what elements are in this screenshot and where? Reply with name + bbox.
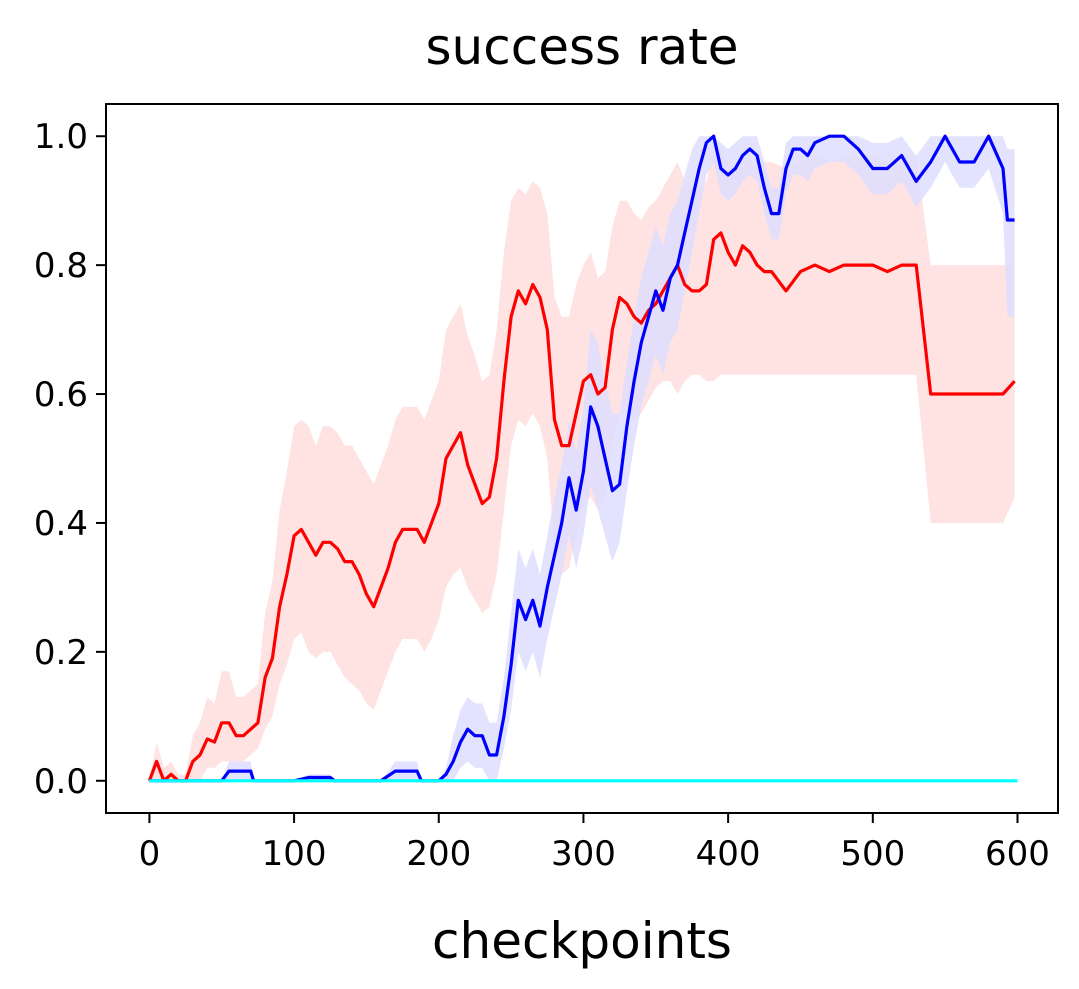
x-tick-label: 0 xyxy=(139,834,161,874)
series-0-line xyxy=(147,231,1016,783)
chart-title: success rate xyxy=(425,18,738,76)
x-tick-label: 100 xyxy=(262,834,327,874)
x-tick-label: 500 xyxy=(840,834,905,874)
x-tick-label: 400 xyxy=(696,834,761,874)
series-1-line xyxy=(149,134,1015,783)
series-lines xyxy=(147,134,1018,783)
confidence-bands xyxy=(149,136,1015,781)
y-tick-label: 0.4 xyxy=(34,504,88,544)
x-tick-label: 600 xyxy=(985,834,1050,874)
x-axis-label: checkpoints xyxy=(432,912,732,970)
y-tick-label: 0.8 xyxy=(34,246,88,286)
plot-frame xyxy=(105,103,1059,814)
x-tick-label: 200 xyxy=(406,834,471,874)
y-tick-label: 0.2 xyxy=(34,633,88,673)
x-axis-ticks: 0 100 200 300 400 500 600 xyxy=(139,813,1050,874)
x-tick-label: 300 xyxy=(551,834,616,874)
series-1-band xyxy=(149,136,1015,781)
y-tick-label: 0.6 xyxy=(34,375,88,415)
y-axis-ticks: 0.0 0.2 0.4 0.6 0.8 1.0 xyxy=(34,117,106,802)
y-tick-label: 0.0 xyxy=(34,762,88,802)
y-tick-label: 1.0 xyxy=(34,117,88,157)
